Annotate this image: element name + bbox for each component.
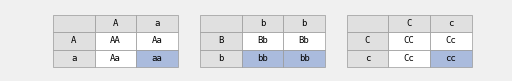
Bar bbox=[283, 50, 325, 67]
Bar bbox=[430, 50, 472, 67]
Bar bbox=[53, 32, 95, 50]
Text: a: a bbox=[155, 19, 160, 28]
Text: A: A bbox=[113, 19, 118, 28]
Bar bbox=[95, 15, 136, 32]
Text: bb: bb bbox=[298, 54, 309, 63]
Bar bbox=[389, 50, 430, 67]
Bar bbox=[347, 32, 389, 50]
Bar bbox=[283, 15, 325, 32]
Text: c: c bbox=[365, 54, 370, 63]
Bar bbox=[200, 15, 242, 32]
Text: a: a bbox=[71, 54, 77, 63]
Text: b: b bbox=[260, 19, 265, 28]
Bar bbox=[136, 15, 178, 32]
Text: CC: CC bbox=[404, 36, 415, 45]
Text: Aa: Aa bbox=[110, 54, 121, 63]
Text: A: A bbox=[71, 36, 77, 45]
Text: AA: AA bbox=[110, 36, 121, 45]
Bar bbox=[136, 50, 178, 67]
Bar bbox=[242, 32, 283, 50]
Text: Bb: Bb bbox=[257, 36, 268, 45]
Text: cc: cc bbox=[445, 54, 456, 63]
Text: Aa: Aa bbox=[152, 36, 163, 45]
Text: c: c bbox=[448, 19, 454, 28]
Text: B: B bbox=[218, 36, 223, 45]
Bar bbox=[136, 32, 178, 50]
Bar bbox=[347, 50, 389, 67]
Bar bbox=[347, 15, 389, 32]
Bar bbox=[242, 50, 283, 67]
Text: aa: aa bbox=[152, 54, 163, 63]
Bar bbox=[242, 15, 283, 32]
Text: b: b bbox=[302, 19, 307, 28]
Bar bbox=[430, 15, 472, 32]
Text: Cc: Cc bbox=[445, 36, 456, 45]
Text: C: C bbox=[407, 19, 412, 28]
Bar bbox=[53, 50, 95, 67]
Text: Cc: Cc bbox=[404, 54, 415, 63]
Bar bbox=[389, 32, 430, 50]
Text: Bb: Bb bbox=[298, 36, 309, 45]
Text: b: b bbox=[218, 54, 223, 63]
Bar bbox=[430, 32, 472, 50]
Bar bbox=[389, 15, 430, 32]
Bar bbox=[95, 32, 136, 50]
Bar bbox=[200, 50, 242, 67]
Bar bbox=[283, 32, 325, 50]
Text: C: C bbox=[365, 36, 370, 45]
Text: bb: bb bbox=[257, 54, 268, 63]
Bar bbox=[95, 50, 136, 67]
Bar bbox=[200, 32, 242, 50]
Bar bbox=[53, 15, 95, 32]
